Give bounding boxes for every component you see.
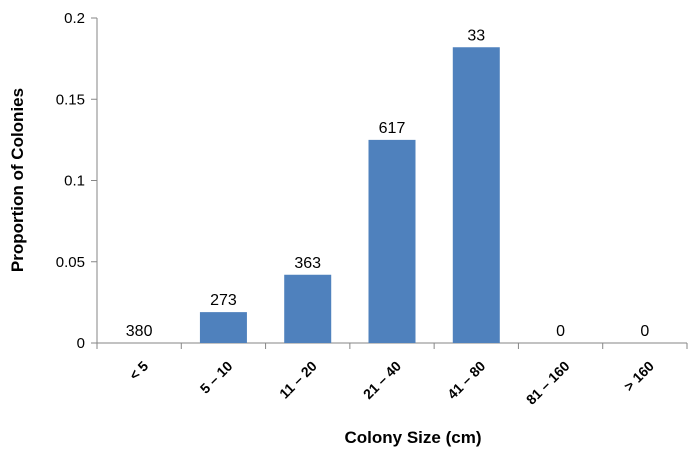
- y-axis-title: Proportion of Colonies: [8, 88, 27, 272]
- y-tick-label: 0.05: [56, 254, 85, 271]
- x-tick-label: < 5: [126, 358, 152, 384]
- x-tick-label: 81 – 160: [523, 358, 573, 408]
- data-label: 0: [556, 323, 565, 340]
- x-tick-label: 5 – 10: [197, 358, 236, 397]
- y-tick-label: 0: [77, 335, 85, 352]
- data-label: 617: [379, 120, 406, 137]
- bars: [199, 47, 500, 343]
- bar: [452, 47, 500, 343]
- y-tick-label: 0.2: [64, 10, 85, 27]
- data-label: 33: [467, 27, 485, 44]
- data-label: 363: [294, 255, 321, 272]
- x-axis: < 5 5 – 10 11 – 20 21 – 40 41 – 80 81 – 160 > …: [96, 342, 688, 408]
- x-tick-label: 41 – 80: [444, 358, 488, 402]
- x-axis-title: Colony Size (cm): [345, 428, 482, 447]
- x-tick-label: 11 – 20: [276, 358, 320, 402]
- data-label: 380: [126, 323, 153, 340]
- bar: [199, 312, 247, 343]
- y-tick-label: 0.1: [64, 173, 85, 190]
- y-axis: 0 0.05 0.1 0.15 0.2: [56, 10, 98, 352]
- data-label: 0: [640, 323, 649, 340]
- data-labels: 380 273 363 617 33 0 0: [126, 27, 650, 340]
- y-tick-label: 0.15: [56, 91, 85, 108]
- bar: [368, 139, 416, 343]
- data-label: 273: [210, 292, 237, 309]
- bar: [284, 274, 332, 343]
- x-tick-label: > 160: [621, 358, 658, 395]
- x-tick-label: 21 – 40: [360, 358, 404, 402]
